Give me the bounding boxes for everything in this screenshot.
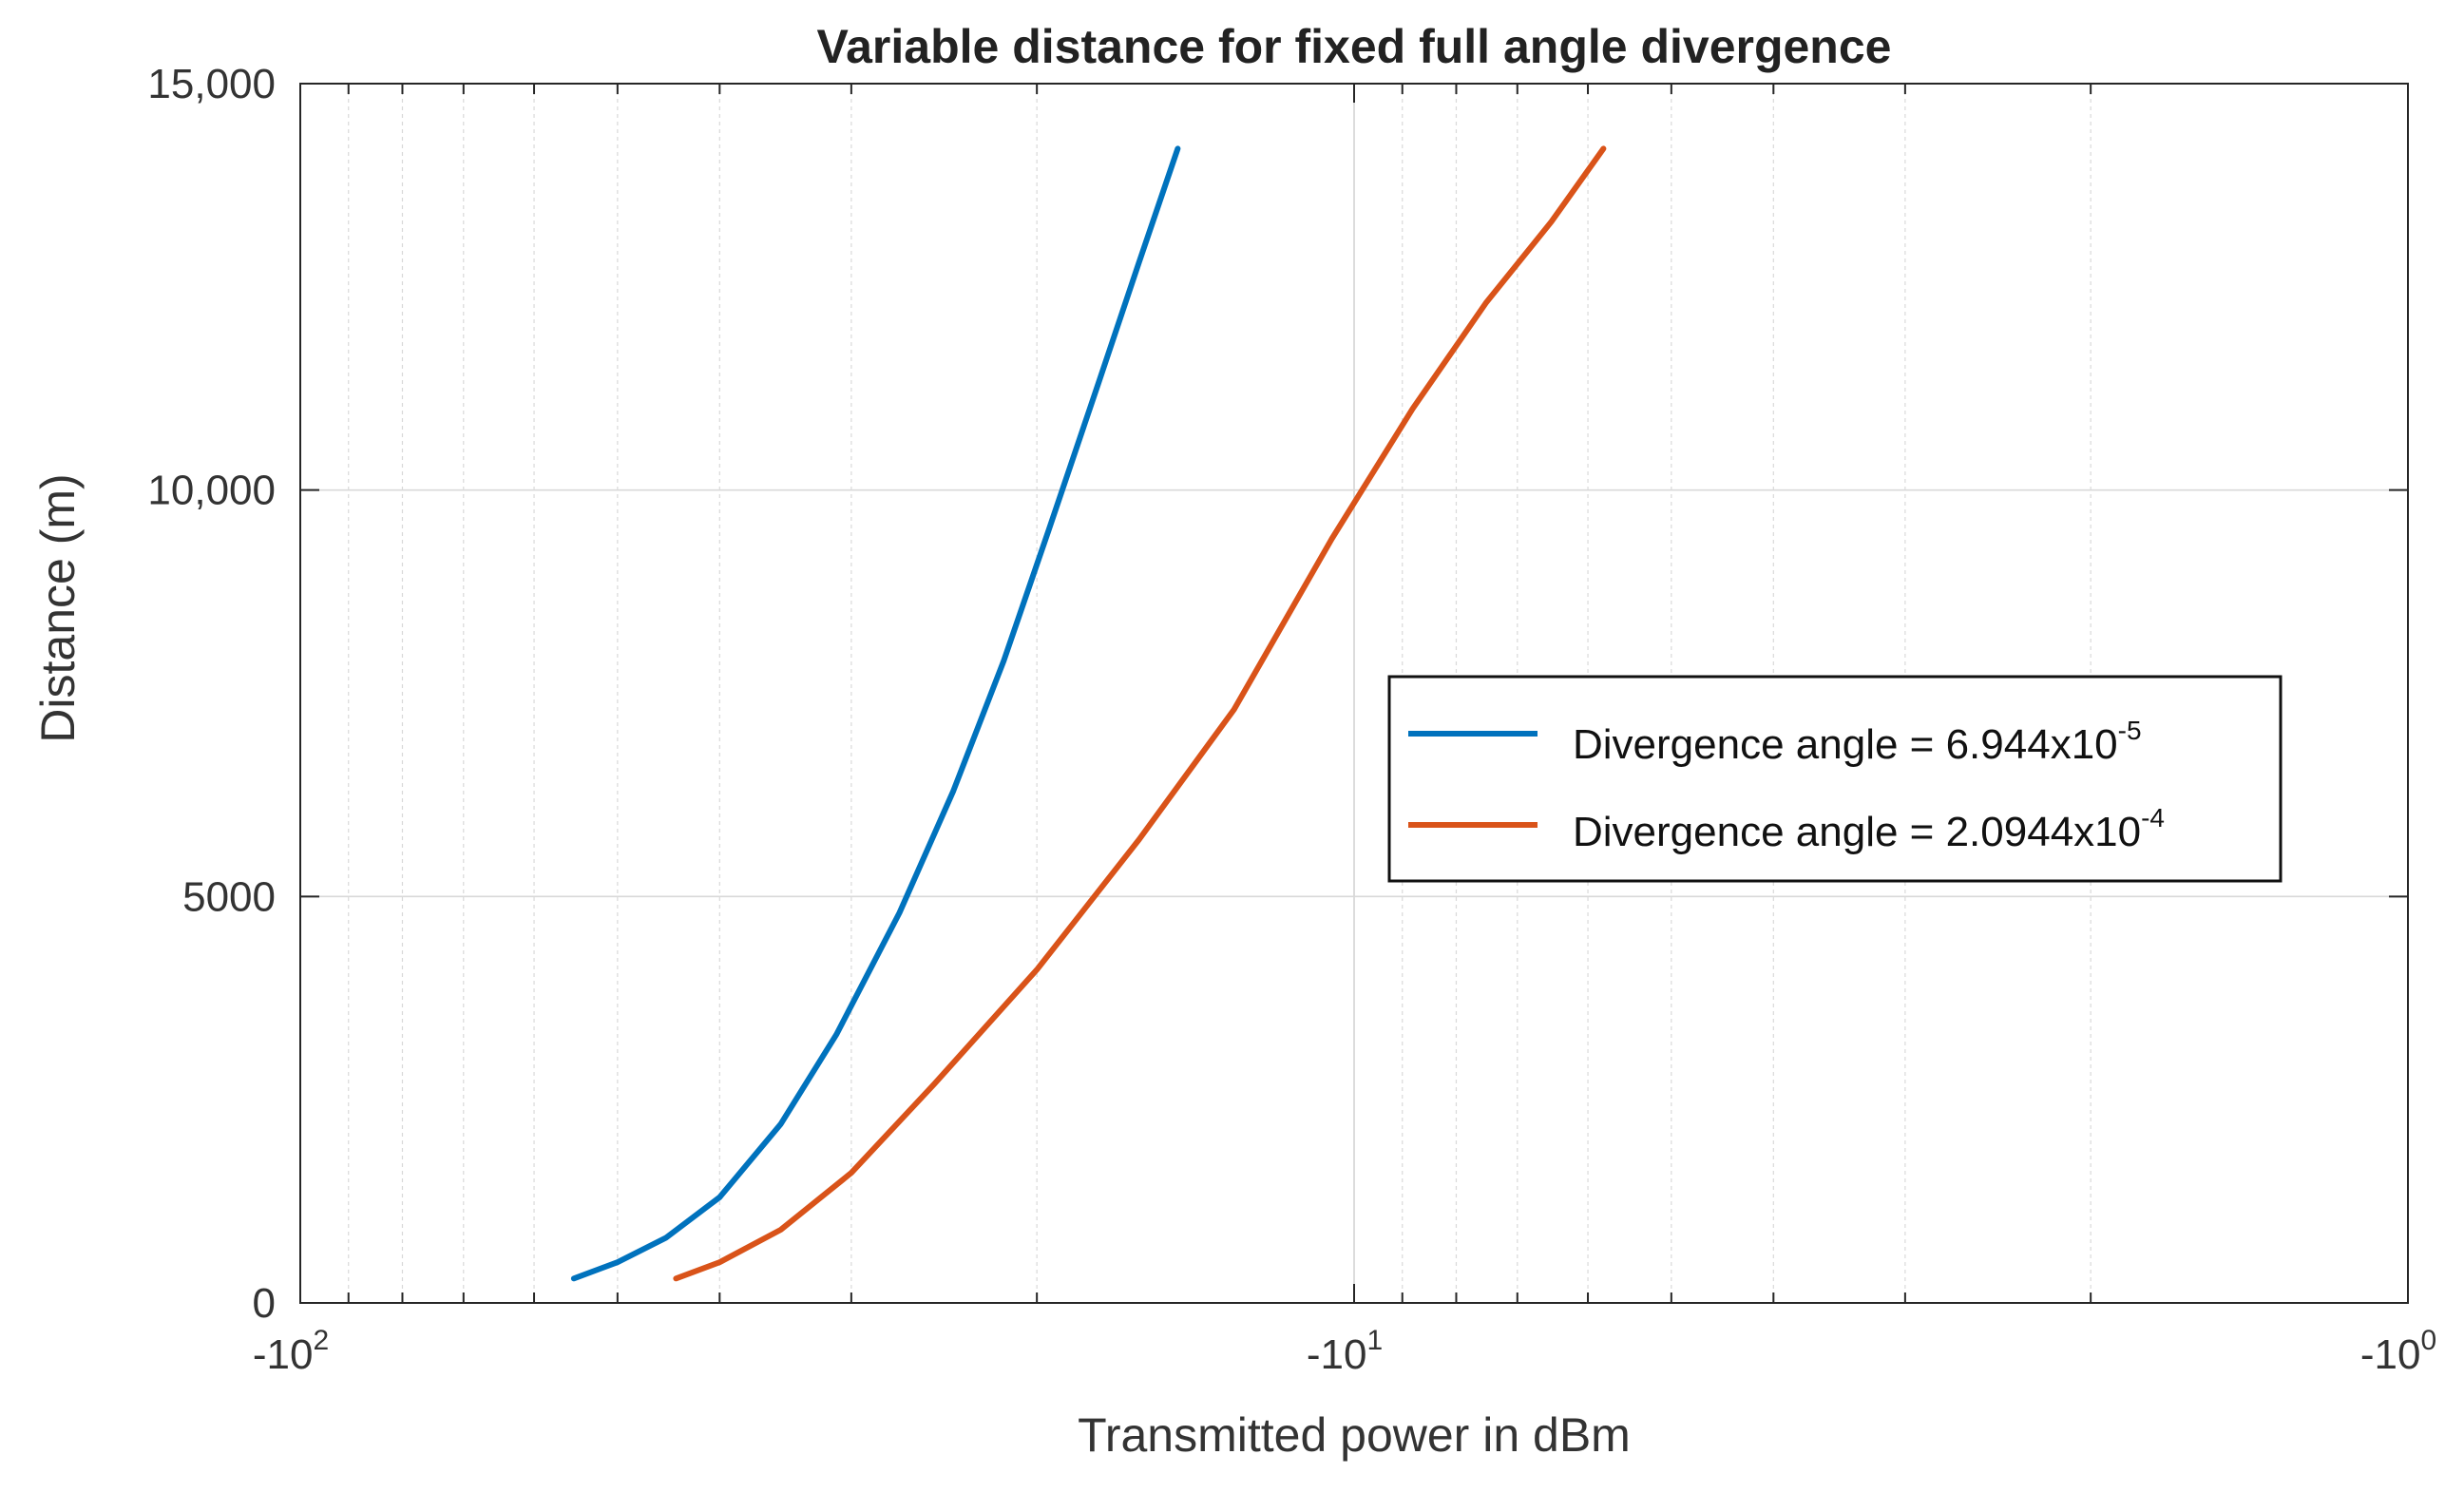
series-lines [570,145,1607,1282]
y-tick-label: 0 [253,1280,276,1327]
x-tick-label: -100 [2360,1325,2436,1378]
legend-label-orange: Divergence angle = 2.0944x10-4 [1573,803,2165,855]
x-tick-label-base: -10 [1307,1331,1367,1378]
x-axis-label: Transmitted power in dBm [1078,1408,1631,1462]
series-line-1 [673,145,1607,1282]
x-tick-label-base: -10 [253,1331,314,1378]
legend-label-orange-main: Divergence angle = 2.0944x10 [1573,809,2141,855]
x-tick-label: -102 [253,1325,329,1378]
x-tick-label-exp: 2 [313,1325,329,1356]
x-tick-label: -101 [1307,1325,1383,1378]
y-tick-label: 15,000 [147,61,276,107]
x-tick-label-exp: 0 [2420,1325,2436,1356]
legend: Divergence angle = 6.944x10-5 Divergence… [1387,675,2283,883]
legend-box [1387,675,2283,883]
legend-label-blue-exp: -5 [2118,716,2142,745]
x-tick-label-base: -10 [2360,1331,2421,1378]
y-tick-label: 5000 [182,873,276,920]
x-tick-label-exp: 1 [1366,1325,1383,1356]
y-tick-label: 10,000 [147,468,276,514]
y-axis-label: Distance (m) [31,473,85,742]
legend-label-blue-main: Divergence angle = 6.944x10 [1573,721,2118,768]
legend-label-orange-exp: -4 [2141,803,2165,833]
chart-title: Variable distance for fixed full angle d… [817,20,1892,73]
series-line-0 [570,145,1181,1282]
legend-label-blue: Divergence angle = 6.944x10-5 [1573,716,2142,768]
